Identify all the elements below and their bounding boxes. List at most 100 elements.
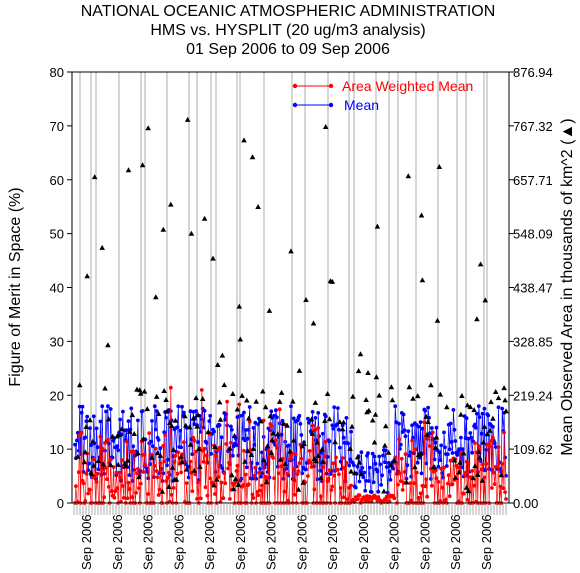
data-point (469, 435, 474, 440)
data-point (131, 444, 136, 449)
data-point (450, 451, 455, 455)
triangle-marker (199, 396, 206, 401)
data-point (269, 423, 274, 428)
triangle-marker (471, 407, 477, 413)
triangle-marker (322, 124, 329, 129)
data-point (129, 449, 134, 454)
y-tick-label: 50 (50, 227, 64, 242)
triangle-marker (476, 454, 483, 460)
triangle-marker (492, 389, 499, 394)
data-point (153, 446, 158, 451)
data-point (115, 486, 120, 491)
data-point (175, 471, 180, 476)
triangle-marker (354, 454, 361, 460)
triangle-marker (366, 407, 372, 413)
data-point (408, 481, 413, 485)
triangle-marker (350, 393, 356, 399)
data-point (155, 475, 160, 480)
data-point (176, 450, 181, 455)
data-point (103, 441, 107, 445)
triangle-marker (164, 408, 170, 414)
data-point (342, 441, 347, 445)
chart-title-line2: HMS vs. HYSPLIT (20 ug/m3 analysis) (150, 22, 425, 39)
triangle-marker (291, 437, 297, 443)
data-point (223, 417, 228, 422)
data-point (449, 440, 454, 444)
data-point (426, 405, 430, 410)
legend-blue-marker-left (292, 102, 298, 108)
data-point (410, 438, 414, 443)
data-point (482, 406, 487, 411)
data-point (376, 489, 381, 494)
data-point (292, 492, 297, 497)
data-point (141, 470, 146, 474)
data-point (324, 471, 329, 476)
data-point (330, 484, 335, 489)
data-point (258, 467, 262, 471)
data-point (388, 477, 393, 482)
x-tick-label: Sep 2006 (417, 514, 432, 570)
data-point (318, 468, 322, 473)
data-point (336, 467, 340, 472)
triangle-marker (349, 423, 355, 429)
data-point (433, 440, 438, 445)
data-point (106, 437, 110, 442)
triangle-marker (244, 397, 250, 403)
triangle-marker (197, 463, 203, 469)
triangle-marker (424, 431, 430, 437)
data-point (75, 438, 79, 443)
data-point (394, 420, 398, 425)
triangle-marker (149, 454, 155, 460)
data-point (480, 462, 485, 467)
data-point (83, 435, 88, 440)
data-point (272, 413, 276, 418)
data-point (445, 481, 450, 486)
data-point (348, 457, 352, 462)
triangle-marker (268, 449, 275, 455)
data-point (241, 483, 246, 487)
triangle-marker (105, 342, 111, 348)
right-y-axis: 0.00 109.62 219.24 328.85 438.47 548.09 657.71… (509, 65, 553, 511)
triangle-marker (214, 476, 220, 482)
data-point (88, 426, 92, 431)
triangle-marker (324, 391, 331, 396)
triangle-marker (186, 424, 193, 430)
data-point (83, 499, 88, 503)
data-point (208, 413, 213, 418)
data-point (461, 491, 466, 496)
triangle-marker (464, 402, 471, 408)
triangle-marker (414, 393, 421, 399)
data-point (207, 419, 212, 423)
data-point (166, 457, 170, 462)
triangle-marker (236, 303, 243, 309)
data-point (400, 488, 405, 492)
data-point (142, 452, 147, 457)
data-point (459, 435, 463, 440)
data-point (337, 445, 342, 450)
triangle-marker (410, 395, 416, 401)
triangle-marker (356, 459, 363, 465)
data-point (503, 455, 507, 460)
triangle-marker (196, 446, 202, 452)
data-point (73, 442, 77, 447)
data-point (173, 453, 178, 458)
triangle-marker (217, 416, 224, 422)
data-point (120, 458, 124, 463)
data-point (260, 483, 264, 488)
data-point (102, 495, 106, 500)
data-point (473, 422, 477, 427)
data-point (447, 447, 452, 452)
triangle-marker (183, 422, 189, 428)
triangle-marker (332, 439, 338, 445)
triangle-marker (312, 399, 319, 405)
data-point (152, 464, 157, 468)
data-point (341, 435, 346, 440)
data-point (84, 471, 89, 476)
triangle-marker (278, 389, 285, 395)
data-point (245, 436, 250, 441)
data-point (279, 432, 284, 437)
triangle-marker (458, 411, 464, 417)
data-point (341, 495, 346, 500)
triangle-marker (210, 255, 216, 261)
data-point (134, 490, 138, 495)
